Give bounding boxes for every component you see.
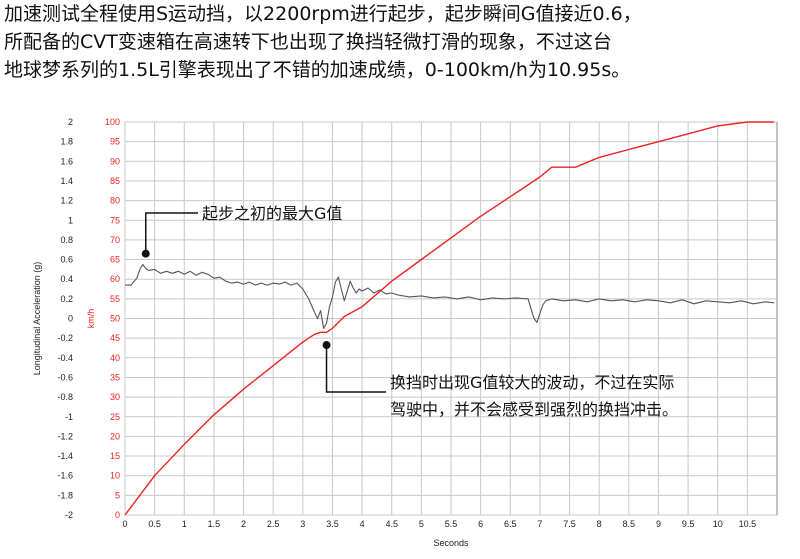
x-axis-title: Seconds [433, 538, 469, 548]
caption-line-3: 地球梦系列的1.5L引擎表现出了不错的加速成绩，0-100km/h为10.95s… [4, 59, 631, 81]
y-right-tick-label: 80 [110, 196, 120, 206]
x-tick-label: 10.5 [739, 519, 757, 529]
speed-line [124, 121, 774, 516]
x-tick-label: 1.5 [208, 519, 221, 529]
y-left-tick-label: 0.2 [60, 294, 73, 304]
y-left-tick-label: -1.6 [57, 471, 73, 481]
x-tick-label: 3.5 [326, 519, 339, 529]
y-right-tick-label: 50 [110, 314, 120, 324]
y-right-tick-label: 75 [110, 215, 120, 225]
y-right-tick-label: 60 [110, 274, 120, 284]
x-tick-label: 6.5 [504, 519, 517, 529]
y-right-tick-label: 100 [105, 117, 120, 127]
caption-line-2: 所配备的CVT变速箱在高速转下也出现了换挡轻微打滑的现象，不过这台 [4, 31, 612, 53]
y-left-tick-label: 0 [68, 314, 73, 324]
y-left-tick-label: 0.6 [60, 255, 73, 265]
y-left-tick-label: 0.8 [60, 235, 73, 245]
x-tick-label: 2.5 [267, 519, 280, 529]
annotation-leader [325, 348, 386, 393]
x-tick-label: 9.5 [682, 519, 695, 529]
y-right-tick-label: 25 [110, 412, 120, 422]
y-left-tick-label: 1.6 [60, 156, 73, 166]
y-right-tick-label: 85 [110, 176, 120, 186]
y-right-tick-label: 40 [110, 353, 120, 363]
y-left-tick-label: 1 [68, 215, 73, 225]
y-left-tick-label: -0.4 [57, 353, 73, 363]
x-tick-label: 8 [597, 519, 602, 529]
y-right-tick-label: 20 [110, 431, 120, 441]
caption-block: 加速测试全程使用S运动挡，以2200rpm进行起步，起步瞬间G值接近0.6， 所… [4, 0, 796, 84]
y-left-tick-label: -1.4 [57, 451, 73, 461]
y-right-tick-label: 10 [110, 471, 120, 481]
caption-line-1: 加速测试全程使用S运动挡，以2200rpm进行起步，起步瞬间G值接近0.6， [4, 3, 642, 25]
y-left-tick-label: 1.4 [60, 176, 73, 186]
annotation-marker [141, 249, 150, 258]
y-left-tick-label: -0.8 [57, 392, 73, 402]
x-tick-label: 5 [419, 519, 424, 529]
y-left-tick-label: -1.2 [57, 431, 73, 441]
x-tick-label: 0 [122, 519, 127, 529]
x-tick-label: 5.5 [445, 519, 458, 529]
y-right-tick-label: 65 [110, 255, 120, 265]
x-tick-label: 10 [713, 519, 723, 529]
y-right-tick-label: 45 [110, 333, 120, 343]
y-left-tick-label: -1.8 [57, 490, 73, 500]
y-right-axis-title: km/h [86, 309, 96, 329]
y-left-tick-label: -0.6 [57, 372, 73, 382]
x-tick-label: 8.5 [623, 519, 636, 529]
x-tick-label: 0.5 [148, 519, 161, 529]
y-right-tick-label: 5 [115, 490, 120, 500]
annotation-label: 起步之初的最大G值 [202, 204, 342, 223]
y-right-tick-label: 90 [110, 156, 120, 166]
y-right-tick-label: 0 [115, 510, 120, 520]
annotation-marker [322, 341, 331, 350]
y-right-tick-label: 35 [110, 372, 120, 382]
y-right-tick-label: 55 [110, 294, 120, 304]
annotation-label: 换挡时出现G值较大的波动，不过在实际 [390, 373, 674, 392]
y-left-tick-label: 1.8 [60, 137, 73, 147]
y-right-tick-label: 70 [110, 235, 120, 245]
acceleration-line [125, 263, 775, 329]
y-right-tick-label: 30 [110, 392, 120, 402]
annotation-leader [144, 212, 198, 251]
x-tick-label: 9 [656, 519, 661, 529]
x-tick-label: 1 [182, 519, 187, 529]
y-left-tick-label: -1 [65, 412, 73, 422]
y-left-tick-label: -2 [65, 510, 73, 520]
y-left-tick-label: -0.2 [57, 333, 73, 343]
y-left-axis-title: Longitudinal Acceleration (g) [32, 262, 42, 376]
y-left-tick-label: 1.2 [60, 196, 73, 206]
x-tick-label: 3 [300, 519, 305, 529]
x-tick-label: 7.5 [563, 519, 576, 529]
x-tick-label: 2 [241, 519, 246, 529]
y-right-tick-label: 15 [110, 451, 120, 461]
y-right-tick-label: 95 [110, 137, 120, 147]
x-tick-label: 7 [537, 519, 542, 529]
annotation-label: 驾驶中，并不会感受到强烈的换挡冲击。 [390, 400, 678, 419]
y-left-tick-label: 2 [68, 117, 73, 127]
y-left-tick-label: 0.4 [60, 274, 73, 284]
x-tick-label: 4.5 [385, 519, 398, 529]
x-tick-label: 6 [478, 519, 483, 529]
x-tick-label: 4 [360, 519, 365, 529]
